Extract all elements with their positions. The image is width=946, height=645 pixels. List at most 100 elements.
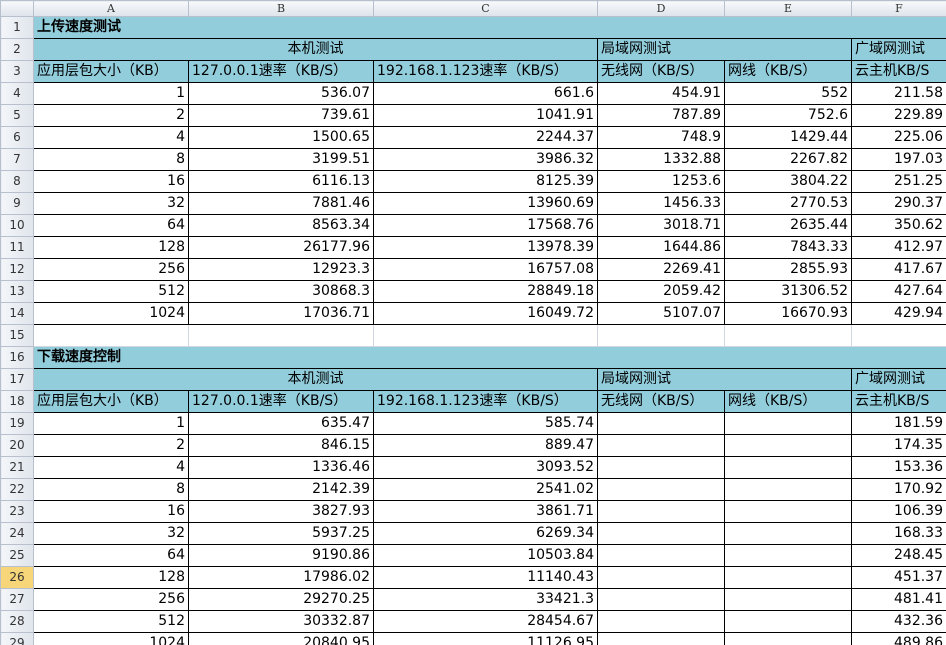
upload-cell[interactable]: 256 [33,258,189,281]
row-header[interactable]: 11 [0,236,34,259]
download-cell[interactable]: 16 [33,500,189,523]
download-cell[interactable] [724,434,852,457]
download-cell[interactable] [724,500,852,523]
upload-cell[interactable]: 1456.33 [597,192,725,215]
row-header[interactable]: 26 [0,566,34,589]
upload-cell[interactable]: 417.67 [851,258,946,281]
download-cell[interactable]: 11140.43 [373,566,598,589]
row-header[interactable]: 17 [0,368,34,391]
download-group-local[interactable]: 本机测试 [33,368,598,391]
upload-cell[interactable]: 8125.39 [373,170,598,193]
download-cell[interactable]: 3827.93 [188,500,374,523]
row-header[interactable]: 16 [0,346,34,369]
download-cell[interactable]: 512 [33,610,189,633]
upload-cell[interactable]: 3804.22 [724,170,852,193]
download-cell[interactable]: 29270.25 [188,588,374,611]
upload-cell[interactable]: 6116.13 [188,170,374,193]
upload-cell[interactable]: 1332.88 [597,148,725,171]
row-header[interactable]: 29 [0,632,34,645]
empty-cell[interactable] [724,324,852,347]
upload-header-cell[interactable]: 127.0.0.1速率（KB/S） [188,60,374,83]
row-header[interactable]: 1 [0,16,34,39]
empty-cell[interactable] [597,324,725,347]
row-header[interactable]: 22 [0,478,34,501]
upload-cell[interactable]: 2059.42 [597,280,725,303]
upload-cell[interactable]: 412.97 [851,236,946,259]
download-cell[interactable] [597,478,725,501]
upload-cell[interactable]: 64 [33,214,189,237]
download-cell[interactable]: 17986.02 [188,566,374,589]
upload-header-cell[interactable]: 无线网（KB/S） [597,60,725,83]
upload-cell[interactable]: 427.64 [851,280,946,303]
download-cell[interactable]: 846.15 [188,434,374,457]
download-cell[interactable]: 64 [33,544,189,567]
upload-header-cell[interactable]: 应用层包大小（KB） [33,60,189,83]
download-cell[interactable]: 33421.3 [373,588,598,611]
upload-cell[interactable]: 13960.69 [373,192,598,215]
download-cell[interactable] [597,412,725,435]
download-cell[interactable]: 168.33 [851,522,946,545]
row-header[interactable]: 19 [0,412,34,435]
download-cell[interactable] [724,478,852,501]
row-header[interactable]: 28 [0,610,34,633]
upload-cell[interactable]: 2 [33,104,189,127]
download-group-lan[interactable]: 局域网测试 [597,368,852,391]
row-header[interactable]: 18 [0,390,34,413]
upload-cell[interactable]: 552 [724,82,852,105]
row-header[interactable]: 20 [0,434,34,457]
upload-cell[interactable]: 8563.34 [188,214,374,237]
upload-cell[interactable]: 1 [33,82,189,105]
row-header[interactable]: 23 [0,500,34,523]
select-all-corner[interactable] [0,0,34,17]
upload-cell[interactable]: 12923.3 [188,258,374,281]
download-cell[interactable]: 6269.34 [373,522,598,545]
upload-cell[interactable]: 739.61 [188,104,374,127]
download-cell[interactable]: 153.36 [851,456,946,479]
upload-cell[interactable]: 2267.82 [724,148,852,171]
upload-cell[interactable]: 17568.76 [373,214,598,237]
upload-cell[interactable]: 512 [33,280,189,303]
download-cell[interactable] [597,632,725,645]
column-header-d[interactable]: D [597,0,725,17]
upload-header-cell[interactable]: 192.168.1.123速率（KB/S） [373,60,598,83]
row-header[interactable]: 6 [0,126,34,149]
upload-cell[interactable]: 197.03 [851,148,946,171]
upload-cell[interactable]: 17036.71 [188,302,374,325]
upload-cell[interactable]: 2770.53 [724,192,852,215]
column-header-c[interactable]: C [373,0,598,17]
download-cell[interactable]: 256 [33,588,189,611]
upload-cell[interactable]: 7843.33 [724,236,852,259]
row-header[interactable]: 12 [0,258,34,281]
download-cell[interactable]: 635.47 [188,412,374,435]
row-header[interactable]: 21 [0,456,34,479]
empty-cell[interactable] [33,324,189,347]
upload-cell[interactable]: 2244.37 [373,126,598,149]
upload-cell[interactable]: 31306.52 [724,280,852,303]
row-header[interactable]: 3 [0,60,34,83]
upload-cell[interactable]: 536.07 [188,82,374,105]
empty-cell[interactable] [188,324,374,347]
row-header[interactable]: 7 [0,148,34,171]
download-header-cell[interactable]: 无线网（KB/S） [597,390,725,413]
upload-cell[interactable]: 28849.18 [373,280,598,303]
upload-cell[interactable]: 229.89 [851,104,946,127]
row-header[interactable]: 14 [0,302,34,325]
upload-cell[interactable]: 3986.32 [373,148,598,171]
download-cell[interactable]: 30332.87 [188,610,374,633]
empty-cell[interactable] [851,324,946,347]
row-header[interactable]: 15 [0,324,34,347]
upload-cell[interactable]: 225.06 [851,126,946,149]
row-header[interactable]: 10 [0,214,34,237]
download-cell[interactable]: 451.37 [851,566,946,589]
row-header[interactable]: 4 [0,82,34,105]
upload-cell[interactable]: 30868.3 [188,280,374,303]
download-cell[interactable]: 4 [33,456,189,479]
upload-cell[interactable]: 350.62 [851,214,946,237]
row-header[interactable]: 2 [0,38,34,61]
download-cell[interactable]: 3861.71 [373,500,598,523]
upload-cell[interactable]: 16049.72 [373,302,598,325]
download-cell[interactable] [724,412,852,435]
download-cell[interactable] [724,610,852,633]
row-header[interactable]: 24 [0,522,34,545]
upload-group-wan[interactable]: 广域网测试 [851,38,946,61]
